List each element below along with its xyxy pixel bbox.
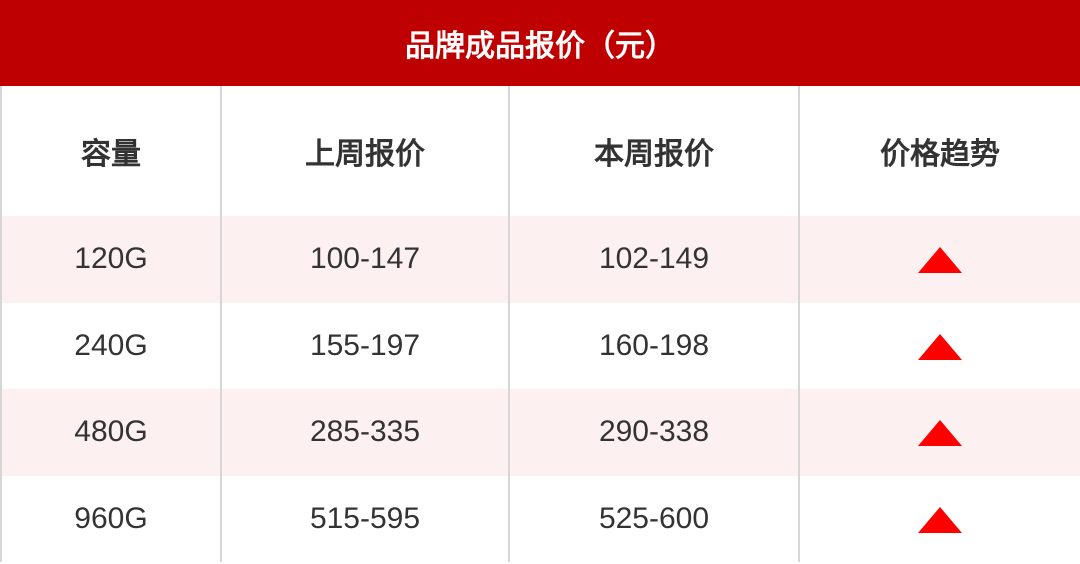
column-header-capacity: 容量 (0, 86, 222, 216)
table-row: 120G 100-147 102-149 (0, 216, 1080, 303)
capacity-cell: 240G (0, 302, 222, 389)
trend-up-icon (918, 333, 962, 360)
this-week-cell: 290-338 (508, 389, 800, 476)
capacity-cell: 960G (0, 475, 222, 562)
capacity-cell: 120G (0, 216, 222, 303)
table-title: 品牌成品报价（元） (0, 0, 1080, 86)
last-week-cell: 285-335 (220, 389, 510, 476)
trend-up-icon (918, 506, 962, 533)
trend-cell (798, 389, 1080, 476)
this-week-cell: 525-600 (508, 475, 800, 562)
trend-cell (798, 302, 1080, 389)
this-week-cell: 102-149 (508, 216, 800, 303)
table-row: 480G 285-335 290-338 (0, 389, 1080, 476)
last-week-cell: 515-595 (220, 475, 510, 562)
table-row: 240G 155-197 160-198 (0, 302, 1080, 389)
header-row: 容量 上周报价 本周报价 价格趋势 (0, 86, 1080, 216)
column-header-trend: 价格趋势 (798, 86, 1080, 216)
capacity-cell: 480G (0, 389, 222, 476)
column-header-this-week: 本周报价 (508, 86, 800, 216)
trend-cell (798, 475, 1080, 562)
this-week-cell: 160-198 (508, 302, 800, 389)
last-week-cell: 100-147 (220, 216, 510, 303)
trend-up-icon (918, 420, 962, 447)
trend-up-icon (918, 247, 962, 274)
table-row: 960G 515-595 525-600 (0, 475, 1080, 562)
trend-cell (798, 216, 1080, 303)
last-week-cell: 155-197 (220, 302, 510, 389)
price-table: 容量 上周报价 本周报价 价格趋势 120G 100-147 102-149 2… (0, 86, 1080, 562)
column-header-last-week: 上周报价 (220, 86, 510, 216)
